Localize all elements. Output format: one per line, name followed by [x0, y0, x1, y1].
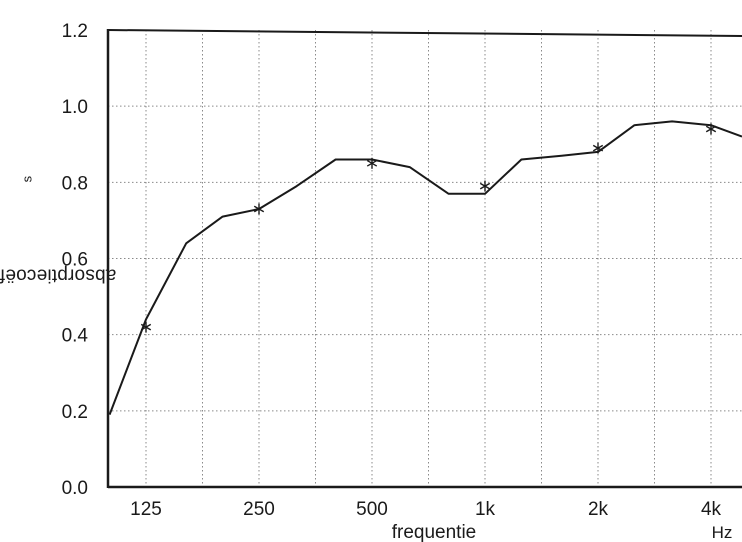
- asterisk-marker: [253, 203, 265, 215]
- asterisk-stroke: [253, 205, 265, 213]
- x-tick-label: 2k: [588, 499, 609, 520]
- y-axis-title-subscript: s: [19, 175, 35, 183]
- x-axis-title: frequentie: [392, 522, 477, 542]
- absorption-curve: [108, 120, 742, 415]
- y-tick-label: 0.2: [62, 402, 88, 423]
- x-tick-label: 250: [243, 499, 275, 520]
- asterisk-stroke: [366, 159, 378, 167]
- asterisk-marker: [140, 321, 152, 333]
- asterisk-marker: [705, 123, 717, 135]
- y-axis-title-text: absorptiecoëfficiënt α: [0, 264, 117, 286]
- data-series: [108, 120, 742, 415]
- asterisk-marker: [366, 157, 378, 169]
- asterisk-stroke: [479, 182, 491, 190]
- axes: [106, 29, 742, 489]
- asterisk-stroke: [140, 323, 152, 331]
- asterisk-stroke: [592, 144, 604, 152]
- x-tick-label: 500: [356, 499, 388, 520]
- grid-lines: [108, 30, 742, 487]
- x-tick-label: 1k: [475, 499, 496, 520]
- top-frame-line: [107, 29, 742, 37]
- y-tick-label: 0.6: [62, 250, 88, 271]
- y-tick-label: 0.4: [62, 326, 89, 347]
- x-tick-label: 4k: [701, 499, 722, 520]
- tick-labels: 0.0 0.2 0.4 0.6 0.8 1.0 1.2 125 250 500 1k 2k 4k: [62, 21, 722, 520]
- x-tick-label: 125: [130, 499, 162, 520]
- x-axis-unit: Hz: [712, 523, 733, 542]
- y-tick-label: 1.2: [62, 21, 88, 42]
- y-tick-label: 0.8: [62, 173, 88, 194]
- y-axis-title-wrap: absorptiecoëfficiënt α s: [0, 0, 116, 542]
- y-tick-label: 0.0: [62, 478, 88, 499]
- asterisk-marker: [479, 180, 491, 192]
- y-tick-label: 1.0: [62, 97, 88, 118]
- asterisk-stroke: [705, 125, 717, 133]
- y-axis-title: absorptiecoëfficiënt α s: [0, 175, 116, 367]
- asterisk-marker: [592, 142, 604, 154]
